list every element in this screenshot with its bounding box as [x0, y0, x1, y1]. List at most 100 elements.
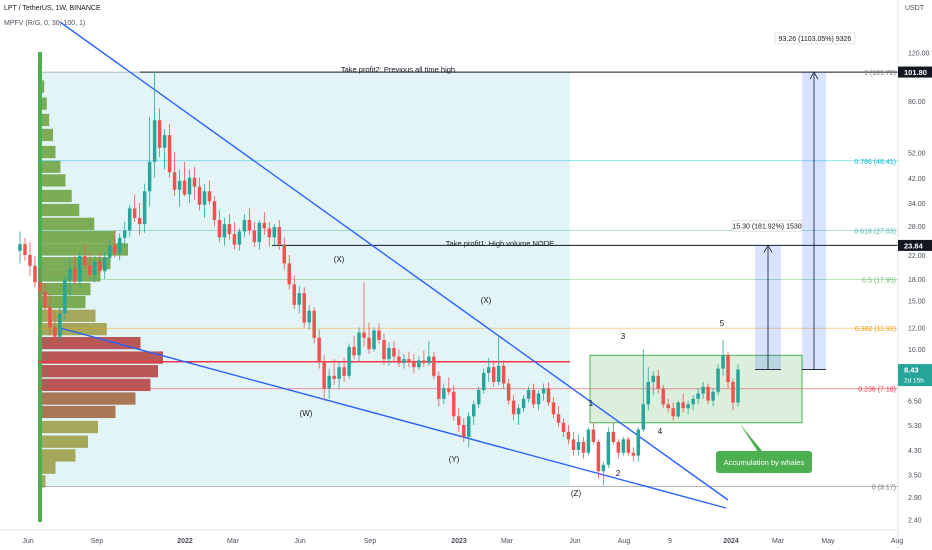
candle-body	[457, 416, 461, 425]
fib-level-label: 0 (3.17)	[872, 484, 896, 491]
candle-body	[427, 356, 431, 364]
price-axis-tick: 120.00	[908, 50, 930, 57]
volume-profile-bar	[38, 217, 95, 230]
candle-body	[442, 388, 446, 399]
candle-body	[511, 400, 516, 415]
candle-body	[182, 180, 187, 195]
candle-body	[407, 359, 411, 362]
candle-body	[631, 452, 636, 456]
fib-level-label: 1 (101.72)	[864, 70, 896, 77]
candle-body	[23, 244, 27, 256]
time-axis-tick: Mar	[227, 538, 240, 545]
candle-body	[571, 439, 576, 450]
fib-level-label: 0.382 (11.92)	[855, 326, 896, 333]
time-axis-tick: 2022	[177, 538, 193, 545]
candle-body	[626, 439, 631, 453]
time-axis-tick: 9	[668, 538, 672, 545]
candle-body	[606, 431, 611, 465]
candle-body	[561, 422, 566, 432]
price-label-box	[898, 239, 932, 251]
symbol-title: LPT / TetherUS, 1W, BINANCE	[4, 5, 101, 12]
candle-body	[252, 230, 257, 243]
candle-body	[616, 441, 621, 453]
price-axis-tick: 6.50	[908, 399, 922, 406]
fib-level-label: 0.786 (48.41)	[854, 159, 896, 166]
candle-body	[432, 356, 436, 376]
candle-body	[397, 356, 401, 364]
candle-body	[726, 355, 730, 382]
volume-profile-bar	[38, 365, 158, 378]
candle-body	[666, 404, 670, 409]
candle-body	[576, 441, 581, 450]
price-label: 101.80	[904, 68, 927, 77]
price-axis[interactable]: 120.00 80.00 52.00 42.00 34.00 28.00 22.00 18.0…	[897, 0, 932, 550]
volume-profile-bar	[38, 449, 76, 462]
take-profit1-label: Take profit1: High volume NODE	[446, 239, 554, 248]
price-label: 23.84	[904, 241, 924, 250]
level-lines	[38, 21, 898, 509]
annotations: 1 (101.72) 0.786 (48.41) 0.618 (27.03) 0.5 …	[300, 32, 896, 498]
time-axis-tick: Sep	[91, 538, 104, 545]
candle-body	[586, 429, 591, 453]
price-axis-tick: 52.00	[908, 150, 926, 157]
candle-body	[392, 347, 396, 357]
price-axis-tick: 10.00	[908, 347, 926, 354]
measure-small-arrowhead	[763, 244, 773, 253]
measure-big-arrowhead	[809, 71, 819, 80]
candle-body	[377, 330, 381, 340]
fib-level-label: 0.5 (17.95)	[862, 277, 896, 284]
candle-body	[681, 402, 685, 409]
candle-body	[641, 404, 646, 430]
accumulation-callout-pointer	[740, 424, 763, 452]
candle-body	[531, 390, 536, 405]
indicator-label: MPFV (R/G, 0, 30, 100, 1)	[4, 20, 86, 27]
candle-body	[566, 431, 571, 440]
time-axis[interactable]: Jun Sep 2022 Mar Jun Sep 2023 Mar Jun Aug 9 2024 Mar…	[0, 529, 903, 545]
time-axis-tick: Jun	[22, 538, 33, 545]
candle-body	[422, 360, 426, 364]
candle-body	[172, 172, 177, 190]
candle-body	[187, 177, 192, 195]
candle-body	[417, 360, 421, 368]
candle-body	[601, 464, 606, 472]
candle-body	[701, 386, 705, 394]
volume-profile-bar	[38, 257, 111, 270]
candle-body	[496, 365, 501, 382]
candle-body	[207, 191, 212, 202]
volume-profile-bar	[38, 230, 116, 244]
time-axis-tick: 2024	[723, 538, 739, 545]
candle-body	[122, 230, 127, 238]
candle-body	[197, 186, 202, 205]
measure-big-label: 93.26 (1103.05%) 9326	[779, 36, 852, 43]
candle-body	[152, 120, 157, 162]
volume-profile-bar	[38, 160, 61, 173]
candle-body	[38, 282, 42, 292]
measure-small-label: 15.30 (181.92%) 1530	[732, 223, 801, 230]
volume-profile-bar	[38, 378, 151, 392]
candle-body	[736, 369, 740, 403]
volume-profile-bar	[38, 405, 116, 419]
candle-body	[521, 398, 526, 409]
candle-body	[721, 355, 725, 369]
time-axis-tick: Mar	[501, 538, 514, 545]
candle-body	[691, 398, 695, 405]
upper-trendline	[59, 21, 729, 501]
candle-body	[716, 368, 720, 392]
accumulation-callout-box	[716, 451, 812, 473]
candlesticks[interactable]	[18, 71, 740, 486]
time-axis-tick: Mar	[772, 538, 785, 545]
candle-body	[157, 120, 162, 148]
candle-body	[63, 280, 67, 314]
candle-body	[202, 191, 207, 205]
candle-body	[581, 441, 586, 453]
price-label-countdown: 2d 15h	[904, 378, 924, 385]
candle-body	[237, 231, 242, 245]
volume-profile-bar	[38, 309, 96, 322]
candle-body	[312, 310, 316, 338]
candle-body	[696, 393, 700, 399]
candle-body	[192, 177, 197, 187]
candle-body	[636, 429, 641, 456]
candle-body	[317, 337, 321, 362]
candle-body	[137, 217, 142, 225]
